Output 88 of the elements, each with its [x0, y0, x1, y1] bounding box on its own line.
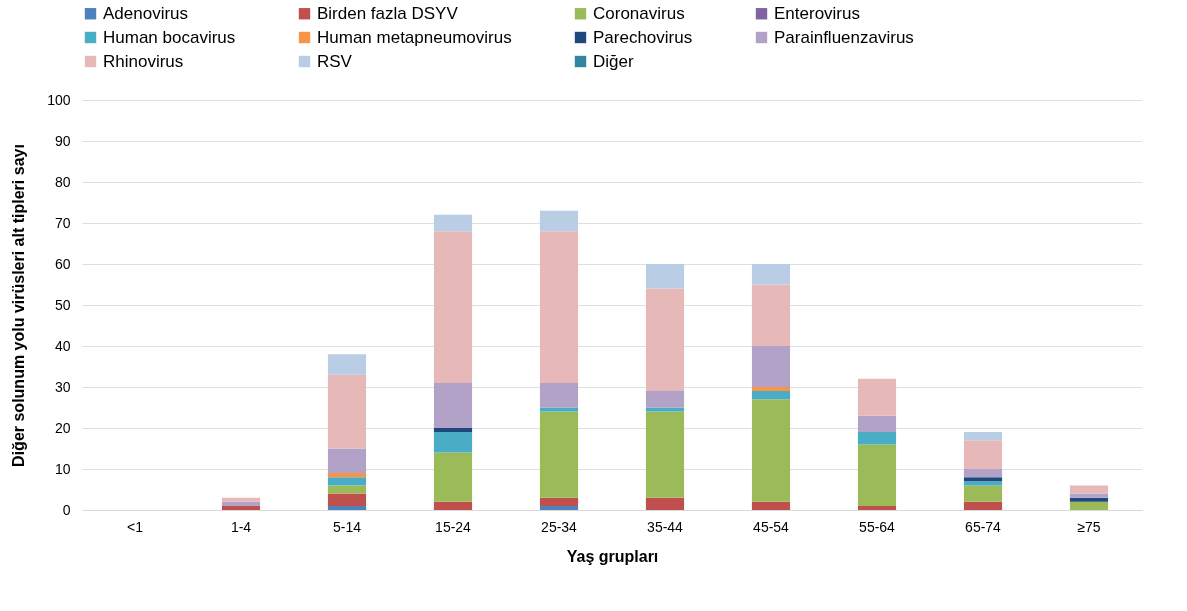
y-tick-label: 100	[47, 91, 71, 108]
legend-label: Birden fazla DSYV	[317, 3, 459, 23]
bar	[645, 288, 685, 392]
bar	[1069, 493, 1109, 498]
legend-label: Coronavirus	[593, 3, 685, 23]
y-tick-label: 40	[54, 337, 71, 354]
bar	[221, 497, 261, 502]
y-axis-title: Diğer solunum yolu virüsleri alt tipleri sayı	[10, 144, 28, 467]
bar	[857, 444, 897, 506]
y-tick-label: 90	[54, 132, 71, 149]
bar	[539, 505, 579, 510]
legend-label: Human bocavirus	[103, 27, 236, 47]
bar	[963, 485, 1003, 502]
y-tick-label: 30	[54, 378, 71, 395]
bar	[539, 210, 579, 232]
bar	[1069, 497, 1109, 502]
bar	[433, 231, 473, 383]
bar	[327, 448, 367, 474]
y-tick-label: 80	[54, 173, 71, 190]
bar	[645, 407, 685, 412]
bar	[221, 505, 261, 510]
bar	[857, 505, 897, 510]
bar	[539, 382, 579, 408]
bar	[433, 382, 473, 428]
bar	[963, 481, 1003, 486]
legend-label: Human metapneumovirus	[317, 27, 512, 47]
legend-label: Diğer	[593, 51, 634, 71]
x-tick-label: 45-54	[753, 518, 790, 535]
bar	[645, 391, 685, 408]
bar	[645, 264, 685, 289]
bar	[221, 501, 261, 506]
bar	[751, 391, 791, 400]
bar	[327, 505, 367, 510]
x-tick-label: 65-74	[965, 518, 1002, 535]
bar	[327, 485, 367, 494]
bar	[327, 374, 367, 449]
bar	[327, 477, 367, 486]
bar	[433, 452, 473, 502]
bar	[751, 346, 791, 387]
y-tick-label: 70	[54, 214, 71, 231]
bar	[327, 473, 367, 478]
bar	[433, 432, 473, 453]
x-tick-label: 25-34	[541, 518, 578, 535]
bar	[751, 399, 791, 502]
x-tick-label: 5-14	[332, 518, 362, 535]
bar	[539, 407, 579, 412]
legend-label: RSV	[317, 51, 353, 71]
bar	[433, 428, 473, 433]
bar	[327, 493, 367, 506]
x-tick-label: 35-44	[647, 518, 684, 535]
y-tick-label: 0	[62, 501, 71, 518]
y-tick-label: 10	[54, 460, 71, 477]
bar	[433, 501, 473, 510]
bar	[1069, 501, 1109, 510]
x-tick-label: 55-64	[859, 518, 896, 535]
x-tick-label: 15-24	[435, 518, 472, 535]
y-tick-label: 50	[54, 296, 71, 313]
bar	[645, 497, 685, 510]
x-tick-label: ≥75	[1077, 518, 1101, 535]
bar	[751, 387, 791, 392]
bar	[1069, 485, 1109, 494]
bar	[645, 411, 685, 498]
legend-label: Enterovirus	[774, 3, 860, 23]
bar	[327, 354, 367, 375]
bar	[433, 214, 473, 232]
x-tick-label: 1-4	[230, 518, 252, 535]
bar	[857, 415, 897, 433]
bar	[963, 477, 1003, 482]
bar	[857, 432, 897, 445]
bar	[751, 284, 791, 346]
bar	[539, 231, 579, 383]
y-tick-label: 60	[54, 255, 71, 272]
bar	[539, 411, 579, 498]
legend-label: Parechovirus	[593, 27, 693, 47]
bar	[963, 469, 1003, 478]
bar	[751, 264, 791, 285]
y-tick-label: 20	[54, 419, 71, 436]
legend-label: Parainfluenzavirus	[774, 27, 914, 47]
bar	[857, 378, 897, 416]
legend-label: Rhinovirus	[103, 51, 184, 71]
bar	[963, 440, 1003, 469]
bar	[751, 501, 791, 510]
x-tick-label: <1	[127, 518, 144, 535]
bar	[539, 497, 579, 506]
legend-label: Adenovirus	[103, 3, 189, 23]
x-axis-title: Yaş grupları	[566, 547, 659, 565]
bar	[963, 501, 1003, 510]
bar	[963, 432, 1003, 441]
